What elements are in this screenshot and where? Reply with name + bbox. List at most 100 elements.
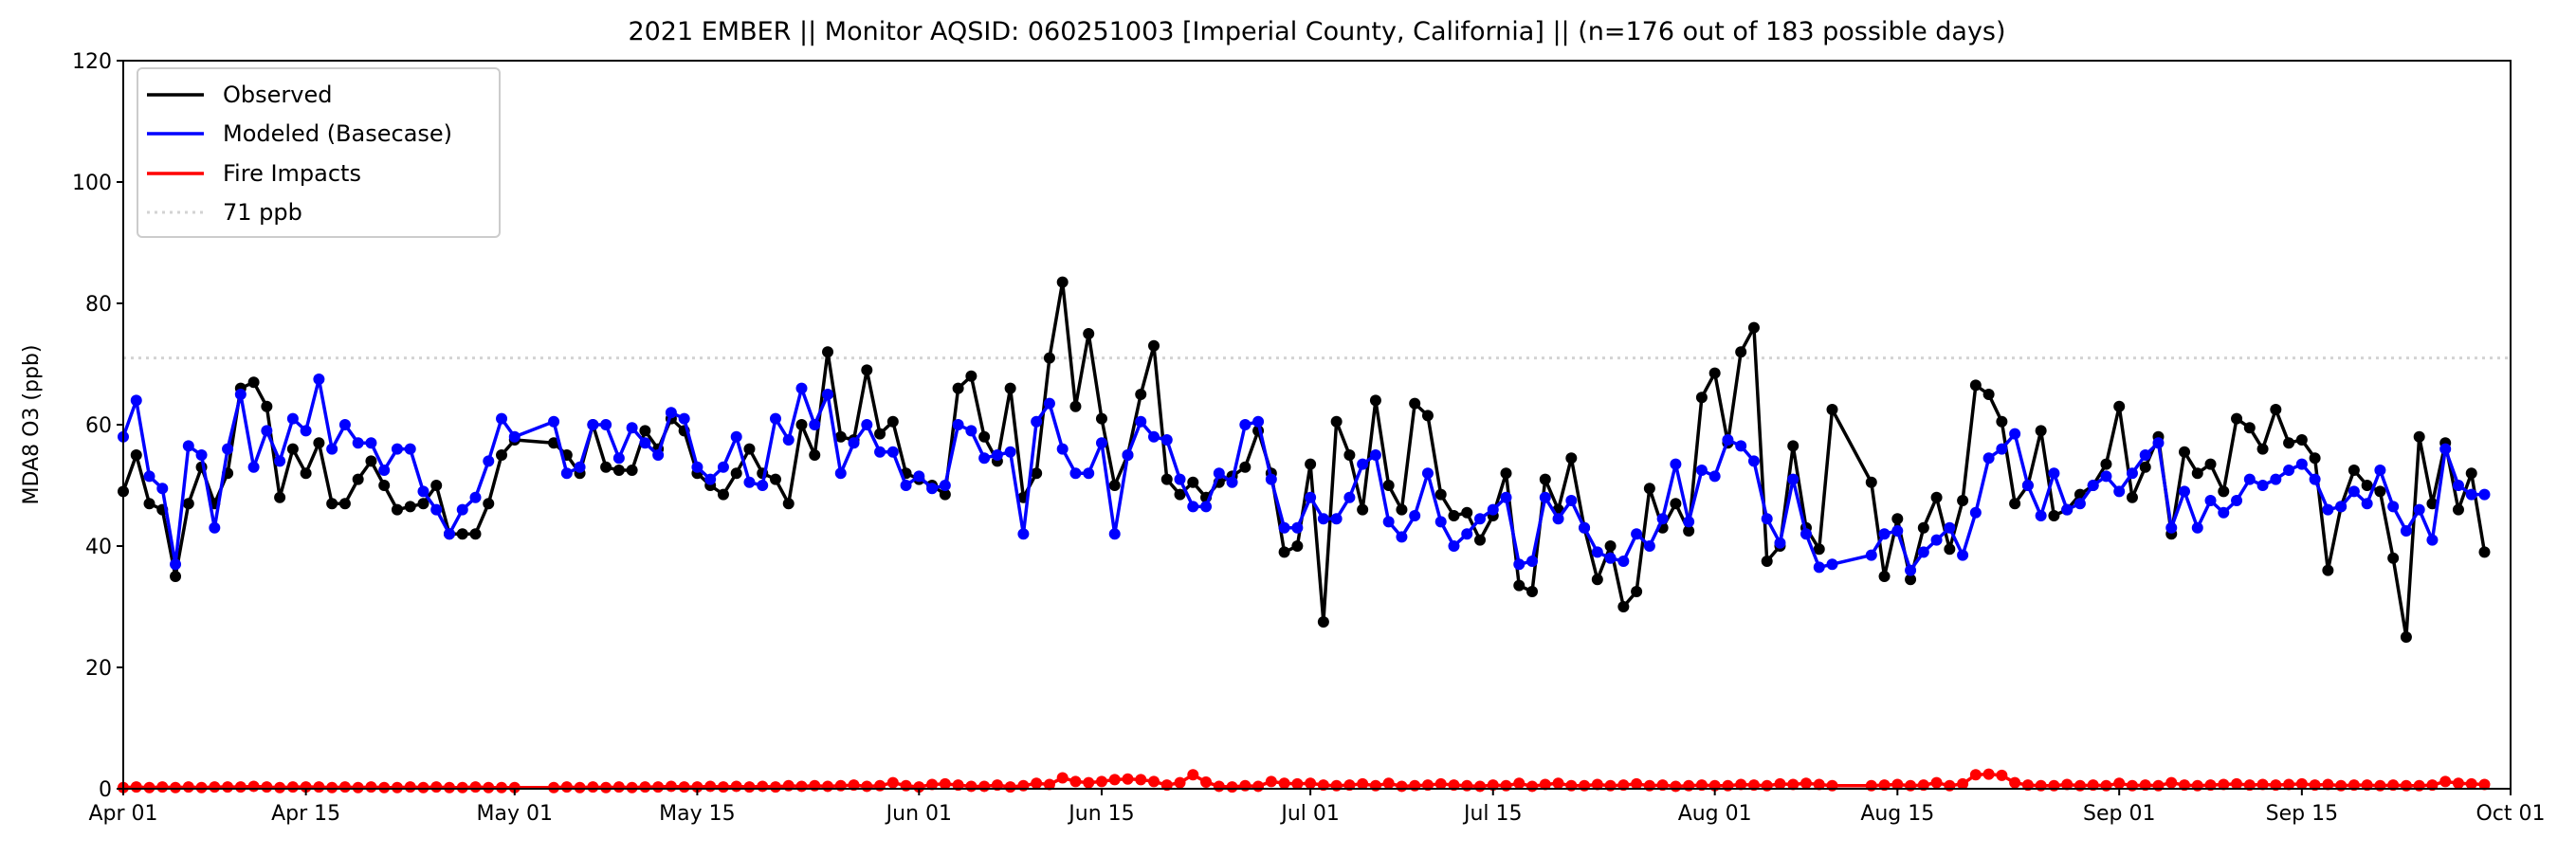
data-point-modeled-basecase xyxy=(1135,415,1147,428)
data-point-fire-impacts xyxy=(1473,780,1486,793)
data-point-modeled-basecase xyxy=(1187,501,1199,513)
data-point-fire-impacts xyxy=(1187,769,1199,781)
data-point-modeled-basecase xyxy=(652,449,665,461)
data-point-fire-impacts xyxy=(352,781,364,793)
data-point-modeled-basecase xyxy=(1148,430,1160,443)
x-tick-label: Apr 15 xyxy=(271,802,340,826)
data-point-modeled-basecase xyxy=(2165,521,2178,534)
data-point-fire-impacts xyxy=(1774,777,1786,790)
data-point-observed xyxy=(2126,491,2138,503)
x-tick-label: Sep 01 xyxy=(2083,802,2155,826)
data-point-observed xyxy=(130,449,142,461)
data-point-observed xyxy=(1069,400,1082,412)
data-point-modeled-basecase xyxy=(1305,491,1317,503)
data-point-observed xyxy=(1878,571,1891,582)
x-tick-label: Jul 01 xyxy=(1279,802,1340,826)
data-point-observed xyxy=(822,346,834,358)
data-point-fire-impacts xyxy=(1670,780,1682,793)
data-point-modeled-basecase xyxy=(1787,473,1800,485)
data-point-modeled-basecase xyxy=(1122,449,1134,461)
data-point-modeled-basecase xyxy=(1461,528,1473,540)
data-point-modeled-basecase xyxy=(782,434,795,446)
data-point-observed xyxy=(1434,488,1447,501)
data-point-modeled-basecase xyxy=(1996,443,2008,455)
data-point-fire-impacts xyxy=(222,781,234,793)
data-point-modeled-basecase xyxy=(326,443,338,455)
data-point-observed xyxy=(965,370,977,382)
data-point-modeled-basecase xyxy=(574,461,586,473)
data-point-observed xyxy=(2179,446,2191,458)
data-point-modeled-basecase xyxy=(548,415,560,428)
data-point-modeled-basecase xyxy=(1409,510,1421,521)
data-point-fire-impacts xyxy=(665,780,677,793)
data-point-fire-impacts xyxy=(286,781,299,793)
data-point-modeled-basecase xyxy=(913,470,925,483)
data-point-modeled-basecase xyxy=(2283,465,2295,476)
data-point-modeled-basecase xyxy=(1343,491,1356,503)
y-tick-label: 40 xyxy=(85,536,112,559)
data-point-modeled-basecase xyxy=(2426,534,2439,546)
data-point-fire-impacts xyxy=(652,781,665,793)
data-point-fire-impacts xyxy=(600,781,612,793)
x-tick-label: Aug 15 xyxy=(1860,802,1934,826)
data-point-fire-impacts xyxy=(1083,776,1095,789)
data-point-modeled-basecase xyxy=(2374,465,2386,476)
data-point-observed xyxy=(717,488,729,501)
data-point-modeled-basecase xyxy=(1813,561,1825,574)
data-point-observed xyxy=(1135,389,1147,400)
data-point-observed xyxy=(286,443,299,455)
data-point-observed xyxy=(247,376,260,389)
data-point-observed xyxy=(834,430,847,443)
data-point-modeled-basecase xyxy=(313,374,325,385)
data-point-observed xyxy=(2465,467,2477,480)
data-point-fire-impacts xyxy=(1957,777,1969,790)
data-point-modeled-basecase xyxy=(1369,449,1381,461)
data-point-observed xyxy=(1317,616,1329,628)
legend: Observed Modeled (Basecase) Fire Impacts… xyxy=(137,67,501,238)
data-point-modeled-basecase xyxy=(1500,491,1512,503)
data-point-fire-impacts xyxy=(1004,781,1016,793)
data-point-fire-impacts xyxy=(1996,769,2008,781)
data-point-observed xyxy=(1500,467,1512,480)
data-point-modeled-basecase xyxy=(861,419,873,430)
data-point-fire-impacts xyxy=(2295,777,2308,790)
series-line-fire-impacts xyxy=(122,772,2485,790)
data-point-observed xyxy=(1108,480,1121,491)
data-point-modeled-basecase xyxy=(2191,521,2203,534)
data-point-modeled-basecase xyxy=(1957,549,1969,561)
data-point-observed xyxy=(2035,425,2047,437)
data-point-observed xyxy=(1357,503,1369,516)
data-point-observed xyxy=(1305,458,1317,470)
data-point-fire-impacts xyxy=(822,780,834,793)
data-point-modeled-basecase xyxy=(1539,491,1551,503)
data-point-modeled-basecase xyxy=(1944,521,1956,534)
x-tick-label: May 01 xyxy=(477,802,553,826)
data-point-fire-impacts xyxy=(365,781,377,793)
data-point-fire-impacts xyxy=(2465,777,2477,790)
data-point-observed xyxy=(1330,415,1343,428)
data-point-modeled-basecase xyxy=(404,443,416,455)
data-point-observed xyxy=(1604,540,1617,552)
data-point-modeled-basecase xyxy=(1826,558,1838,571)
data-point-modeled-basecase xyxy=(1865,549,1877,561)
data-point-fire-impacts xyxy=(508,781,521,793)
data-point-observed xyxy=(2309,452,2321,465)
data-point-modeled-basecase xyxy=(978,452,991,465)
data-point-observed xyxy=(1461,506,1473,519)
data-point-fire-impacts xyxy=(1226,781,1238,793)
data-point-observed xyxy=(170,571,182,582)
data-point-modeled-basecase xyxy=(143,470,155,483)
data-point-fire-impacts xyxy=(443,781,455,793)
data-point-modeled-basecase xyxy=(665,407,677,419)
data-point-observed xyxy=(2387,552,2400,564)
data-point-modeled-basecase xyxy=(1017,528,1030,540)
data-point-modeled-basecase xyxy=(2322,503,2334,516)
data-point-modeled-basecase xyxy=(2413,503,2425,516)
data-point-observed xyxy=(1473,534,1486,546)
data-point-observed xyxy=(2243,422,2256,434)
data-point-modeled-basecase xyxy=(1878,528,1891,540)
data-point-fire-impacts xyxy=(965,780,977,793)
x-tick-label: May 15 xyxy=(659,802,735,826)
data-point-modeled-basecase xyxy=(2179,485,2191,498)
data-point-fire-impacts xyxy=(1526,780,1539,793)
